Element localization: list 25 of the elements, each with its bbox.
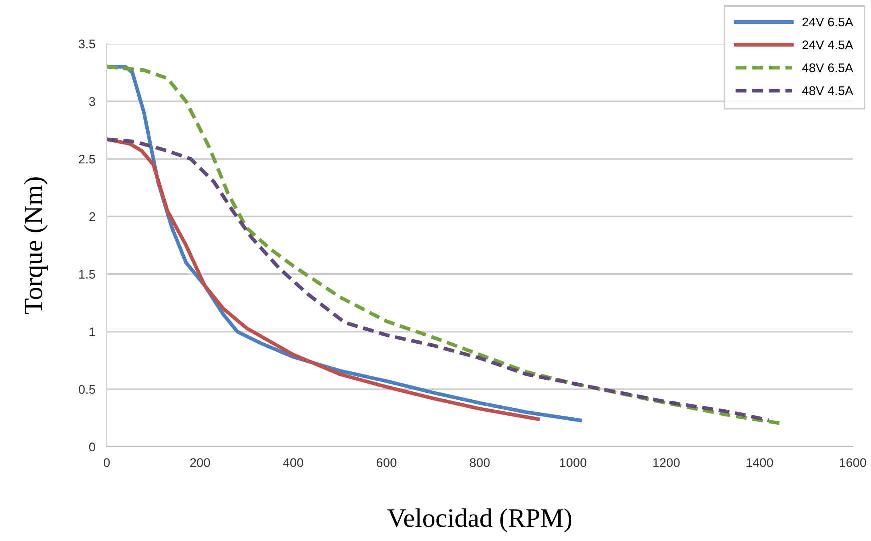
x-tick-label: 800 <box>470 458 490 468</box>
y-tick-label: 3 <box>89 97 96 106</box>
y-tick-label: 3.5 <box>78 40 96 49</box>
y-tick-label: 0.5 <box>79 385 96 394</box>
x-tick-label: 1000 <box>560 458 587 468</box>
y-tick-label: 0 <box>89 442 96 452</box>
x-tick-label: 400 <box>283 458 304 468</box>
y-tick-label: 1.5 <box>79 270 96 279</box>
legend-label: 48V 4.5A <box>802 86 854 96</box>
y-tick-label: 2.5 <box>79 154 96 164</box>
x-axis-title: Velocidad (RPM) <box>388 508 572 533</box>
y-axis-title: Torque (Nm) <box>24 178 48 314</box>
legend-label: 24V 6.5A <box>802 18 854 27</box>
line-series <box>107 138 540 422</box>
y-tick-label: 1 <box>90 328 96 336</box>
x-tick-label: 200 <box>190 458 210 468</box>
x-tick-label: 1600 <box>840 458 866 468</box>
legend-label: 24V 4.5A <box>802 40 854 50</box>
x-tick-label: 600 <box>376 458 397 468</box>
line-series <box>107 138 771 422</box>
x-tick-label: 0 <box>104 458 110 468</box>
y-tick-label: 2 <box>90 212 96 222</box>
x-tick-label: 1400 <box>746 458 774 468</box>
legend-label: 48V 6.5A <box>802 64 854 72</box>
x-tick-label: 1200 <box>654 458 680 468</box>
